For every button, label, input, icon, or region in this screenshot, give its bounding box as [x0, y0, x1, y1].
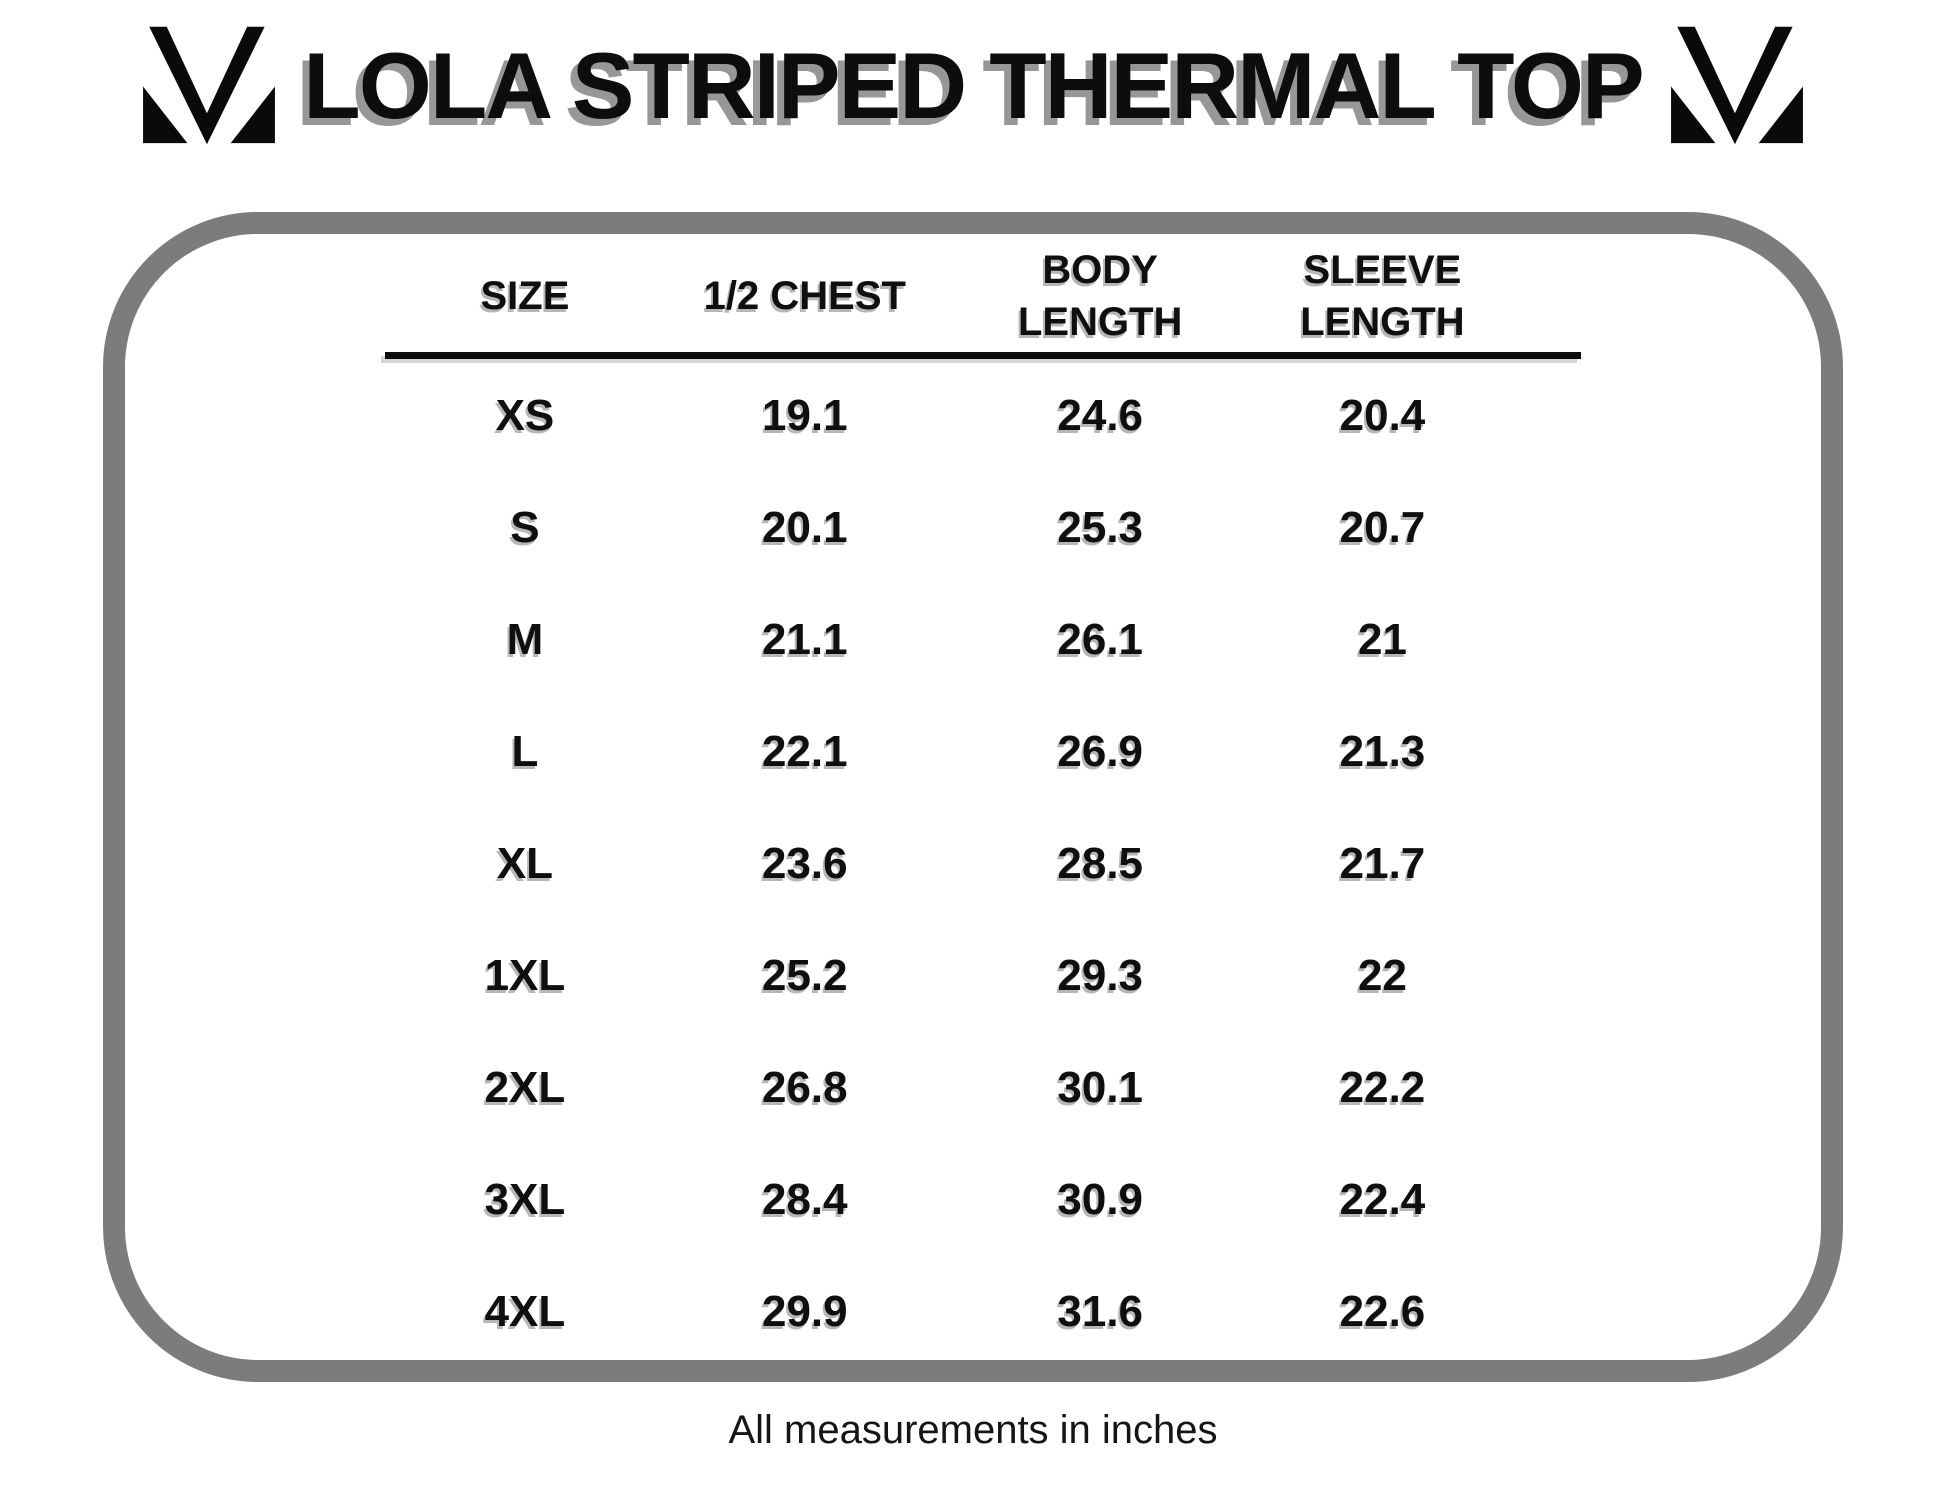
page-title: LOLA STRIPED THERMAL TOP	[303, 33, 1644, 138]
sleeve-length-cell: 22.6	[1339, 1287, 1426, 1336]
size-cell: XS	[495, 391, 555, 440]
body-length-cell: 24.6	[1057, 391, 1144, 440]
column-header-size: SIZE	[480, 274, 570, 318]
half-chest-cell: 25.2	[761, 951, 848, 1000]
body-length-cell: 31.6	[1057, 1287, 1144, 1336]
size-chart: SIZE 1/2 CHEST BODY LENGTH SLEEVE LENGTH…	[385, 240, 1581, 1368]
body-length-cell: 25.3	[1057, 503, 1144, 552]
half-chest-cell: 21.1	[761, 615, 848, 664]
size-chart-header-row: SIZE 1/2 CHEST BODY LENGTH SLEEVE LENGTH	[385, 240, 1581, 352]
brand-monogram-icon	[1670, 26, 1803, 145]
half-chest-cell: 29.9	[761, 1287, 848, 1336]
body-length-cell: 29.3	[1057, 951, 1144, 1000]
half-chest-cell: 19.1	[761, 391, 848, 440]
sleeve-length-cell: 21.7	[1339, 839, 1426, 888]
body-length-cell: 30.9	[1057, 1175, 1144, 1224]
sleeve-length-cell: 22	[1357, 951, 1407, 1000]
size-cell: M	[506, 615, 544, 664]
body-length-cell: 28.5	[1057, 839, 1144, 888]
body-length-cell: 26.9	[1057, 727, 1144, 776]
sleeve-length-cell: 21.3	[1339, 727, 1426, 776]
size-cell: S	[510, 503, 540, 552]
half-chest-cell: 22.1	[761, 727, 848, 776]
size-cell: 3XL	[484, 1175, 566, 1224]
size-cell: XL	[496, 839, 554, 888]
header-divider	[385, 352, 1581, 359]
half-chest-cell: 20.1	[761, 503, 848, 552]
body-length-cell: 30.1	[1057, 1063, 1144, 1112]
sleeve-length-cell: 22.2	[1339, 1063, 1426, 1112]
measurement-note: All measurements in inches	[728, 1408, 1218, 1452]
sleeve-length-cell: 20.7	[1339, 503, 1426, 552]
half-chest-cell: 28.4	[761, 1175, 848, 1224]
half-chest-cell: 26.8	[761, 1063, 848, 1112]
half-chest-cell: 23.6	[761, 839, 848, 888]
column-header-body-length: BODY LENGTH	[1017, 248, 1183, 344]
chart-frame	[103, 212, 1843, 1382]
size-cell: 1XL	[484, 951, 566, 1000]
column-header-sleeve-length: SLEEVE LENGTH	[1300, 248, 1465, 344]
sleeve-length-cell: 21	[1357, 615, 1407, 664]
size-cell: 4XL	[484, 1287, 566, 1336]
header: LOLA STRIPED THERMAL TOP	[0, 26, 1946, 146]
column-header-half-chest: 1/2 CHEST	[703, 274, 906, 318]
brand-monogram-icon	[143, 26, 276, 145]
size-cell: L	[511, 727, 539, 776]
sleeve-length-cell: 20.4	[1339, 391, 1426, 440]
body-length-cell: 26.1	[1057, 615, 1144, 664]
size-cell: 2XL	[484, 1063, 566, 1112]
sleeve-length-cell: 22.4	[1339, 1175, 1426, 1224]
size-chart-body: XS 19.1 24.6 20.4 S 20.1 25.3 20.7 M 21.1 26.1 21 L 2…	[385, 360, 1581, 1368]
